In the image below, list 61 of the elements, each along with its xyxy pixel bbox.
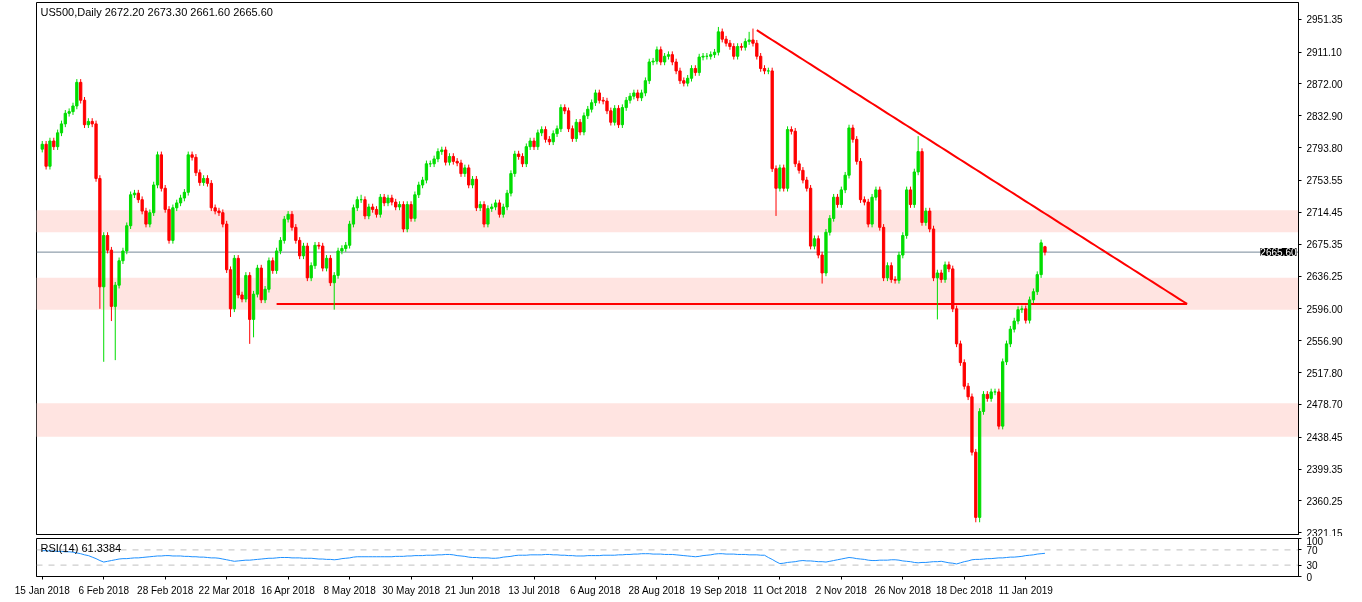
x-tick-label: 15 Jan 2018 bbox=[14, 584, 71, 596]
candlestick bbox=[616, 104, 621, 129]
x-tick-label: 13 Jul 2018 bbox=[508, 584, 561, 596]
y-tick-label: 70 bbox=[1306, 544, 1319, 556]
candlestick bbox=[620, 103, 625, 129]
candlestick bbox=[467, 164, 471, 189]
y-tick-label: 2360.25 bbox=[1306, 495, 1344, 507]
candlestick bbox=[44, 140, 48, 171]
candlestick bbox=[321, 242, 325, 272]
y-tick-label: 2399.35 bbox=[1306, 464, 1344, 476]
candlestick bbox=[697, 53, 701, 77]
x-tick-label: 6 Aug 2018 bbox=[569, 584, 621, 596]
candlestick bbox=[244, 271, 248, 303]
candlestick bbox=[943, 261, 947, 284]
x-tick-label: 8 May 2018 bbox=[323, 584, 377, 596]
x-tick-label: 18 Dec 2018 bbox=[935, 584, 994, 596]
y-tick-label: 2517.80 bbox=[1306, 367, 1344, 379]
x-tick-label: 11 Jan 2019 bbox=[998, 584, 1054, 596]
y-tick-label: 0 bbox=[1306, 571, 1313, 583]
candlestick bbox=[486, 204, 490, 228]
candlestick bbox=[559, 103, 563, 133]
ref-line-label: 2665.60 bbox=[1260, 247, 1297, 259]
candlestick bbox=[536, 129, 540, 151]
candlestick bbox=[889, 261, 893, 284]
x-tick-label: 28 Aug 2018 bbox=[628, 584, 686, 596]
y-tick-label: 2911.10 bbox=[1306, 47, 1343, 59]
chart-title: RSI(14) 61.3384 bbox=[40, 541, 122, 554]
candlestick bbox=[482, 200, 486, 228]
x-tick-label: 16 Apr 2018 bbox=[260, 584, 316, 596]
y-tick-label: 2438.45 bbox=[1306, 432, 1344, 444]
y-tick-label: 2753.55 bbox=[1306, 175, 1344, 187]
x-tick-label: 22 Mar 2018 bbox=[198, 584, 256, 596]
x-tick-label: 11 Oct 2018 bbox=[753, 584, 808, 596]
candlestick bbox=[782, 164, 786, 193]
y-tick-label: 2675.35 bbox=[1306, 239, 1344, 251]
x-tick-label: 2 Nov 2018 bbox=[815, 584, 868, 596]
candlestick bbox=[778, 164, 782, 193]
y-tick-label: 2714.45 bbox=[1306, 207, 1344, 219]
x-tick-label: 30 May 2018 bbox=[382, 584, 441, 596]
candlestick bbox=[574, 118, 578, 143]
candlestick bbox=[908, 186, 913, 209]
chart-title: US500,Daily 2672.20 2673.30 2661.60 2665.60 bbox=[40, 5, 273, 18]
y-tick-label: 2596.00 bbox=[1306, 303, 1344, 315]
x-tick-label: 28 Feb 2018 bbox=[137, 584, 194, 596]
candlestick bbox=[659, 45, 663, 66]
x-tick-label: 19 Sep 2018 bbox=[690, 584, 748, 596]
candlestick bbox=[866, 198, 870, 228]
y-tick-label: 2951.35 bbox=[1306, 14, 1344, 26]
candlestick bbox=[409, 200, 413, 223]
y-tick-label: 2556.90 bbox=[1306, 335, 1344, 347]
x-tick-label: 21 Jun 2018 bbox=[445, 584, 501, 596]
candlestick bbox=[613, 104, 617, 127]
y-tick-label: 2832.90 bbox=[1306, 110, 1344, 122]
y-tick-label: 2793.80 bbox=[1306, 142, 1344, 154]
x-tick-label: 26 Nov 2018 bbox=[874, 584, 932, 596]
candlestick bbox=[363, 195, 367, 220]
y-tick-label: 2872.00 bbox=[1306, 78, 1344, 90]
y-tick-label: 30 bbox=[1306, 560, 1319, 572]
x-tick-label: 6 Feb 2018 bbox=[78, 584, 130, 596]
y-tick-label: 2478.70 bbox=[1306, 399, 1344, 411]
y-tick-label: 2636.25 bbox=[1306, 271, 1344, 283]
